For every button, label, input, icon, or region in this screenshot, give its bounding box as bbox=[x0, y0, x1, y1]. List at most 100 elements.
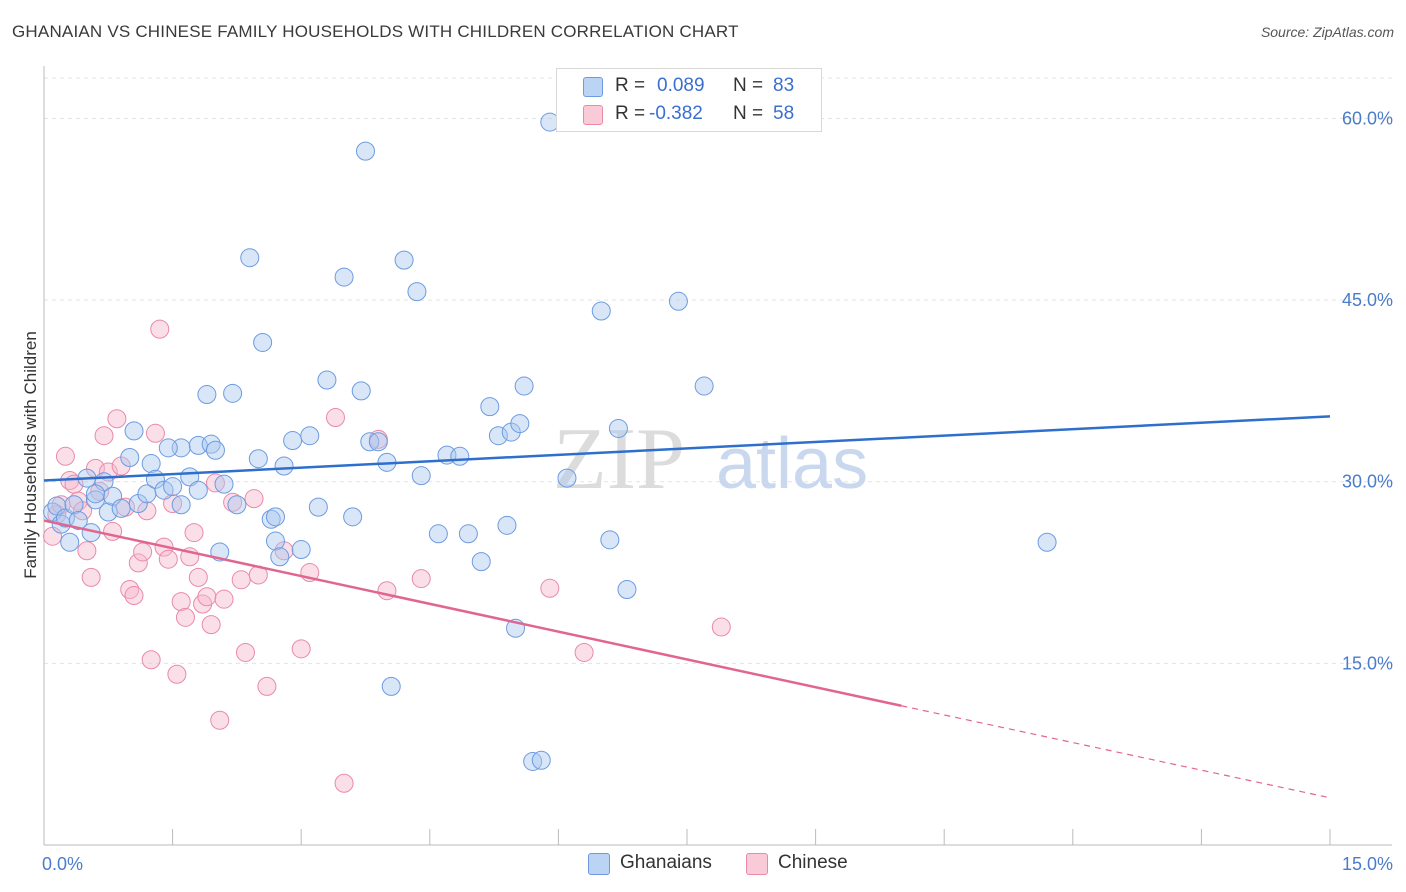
chinese-point bbox=[201, 615, 221, 635]
chinese-point bbox=[210, 710, 230, 730]
watermark-atlas: atlas bbox=[716, 424, 868, 504]
ghanaian-point bbox=[334, 267, 354, 287]
x-tick-label: 0.0% bbox=[42, 854, 83, 874]
ghanaian-point bbox=[291, 540, 311, 560]
legend-r-value: -0.382 bbox=[649, 103, 703, 124]
chinese-point bbox=[235, 642, 255, 662]
chinese-point bbox=[55, 446, 75, 466]
y-tick-label: 45.0% bbox=[1342, 290, 1393, 310]
legend-r-value: 0.089 bbox=[657, 75, 705, 96]
ghanaian-point bbox=[300, 426, 320, 446]
chinese-point bbox=[171, 592, 191, 612]
ghanaian-point bbox=[471, 552, 491, 572]
y-axis-label: Family Households with Children bbox=[21, 331, 40, 579]
ghanaian-point bbox=[188, 480, 208, 500]
chinese-point bbox=[175, 607, 195, 627]
chinese-point bbox=[411, 569, 431, 589]
ghanaian-point bbox=[600, 530, 620, 550]
legend-n-value: 83 bbox=[773, 75, 795, 96]
ghanaian-point bbox=[265, 531, 285, 551]
chinese-point bbox=[184, 523, 204, 543]
chinese-point bbox=[257, 676, 277, 696]
ghanaian-point bbox=[497, 515, 517, 535]
legend-swatch-chinese bbox=[583, 105, 603, 125]
ghanaian-point bbox=[98, 502, 118, 522]
chinese-point bbox=[145, 423, 165, 443]
ghanaian-point bbox=[317, 370, 337, 390]
ghanaian-point bbox=[458, 524, 478, 544]
ghanaian-point bbox=[265, 507, 285, 527]
chinese-point bbox=[188, 567, 208, 587]
chinese-point bbox=[291, 639, 311, 659]
chinese-point bbox=[124, 586, 144, 606]
chinese-point bbox=[133, 542, 153, 562]
chinese-point bbox=[81, 567, 101, 587]
ghanaian-point bbox=[253, 332, 273, 352]
ghanaian-point bbox=[411, 466, 431, 486]
ghanaian-point bbox=[668, 291, 688, 311]
ghanaian-point bbox=[120, 448, 140, 467]
chinese-label: Chinese bbox=[778, 852, 848, 873]
ghanaian-point bbox=[171, 495, 191, 515]
chinese-point bbox=[107, 409, 127, 429]
ghanaian-point bbox=[557, 468, 577, 488]
chinese-point bbox=[94, 426, 114, 446]
ghanaian-point bbox=[85, 484, 105, 504]
ghanaian-point bbox=[450, 446, 470, 466]
ghanaian-point bbox=[608, 418, 628, 438]
chinese-point bbox=[334, 773, 354, 793]
x-tick-labels: 0.0% 15.0% bbox=[42, 854, 1393, 874]
ghanaian-point bbox=[591, 301, 611, 321]
ghanaian-point bbox=[480, 397, 500, 417]
chinese-point bbox=[150, 319, 170, 339]
ghanaian-point bbox=[407, 282, 427, 302]
ghanaian-point bbox=[351, 381, 371, 401]
legend-n-label: N = bbox=[733, 75, 764, 96]
ghanaian-point bbox=[394, 250, 414, 270]
chinese-point bbox=[167, 664, 187, 684]
ghanaian-point bbox=[248, 449, 268, 469]
y-tick-label: 60.0% bbox=[1342, 108, 1393, 128]
chinese-trend-line bbox=[43, 519, 902, 707]
legend-n-value: 58 bbox=[773, 103, 795, 124]
ghanaian-point bbox=[223, 383, 243, 403]
ghanaian-point bbox=[308, 497, 328, 517]
ghanaian-point bbox=[141, 454, 161, 474]
source-label: Source: ZipAtlas.com bbox=[1260, 24, 1394, 40]
ghanaian-point bbox=[227, 495, 247, 515]
legend-r-label: R = bbox=[615, 103, 646, 124]
chinese-trend-extension bbox=[901, 705, 1331, 799]
ghanaian-point bbox=[68, 510, 88, 530]
y-tick-label: 30.0% bbox=[1342, 472, 1393, 492]
axes bbox=[43, 66, 1392, 846]
y-tick-labels: 15.0% 30.0% 45.0% 60.0% bbox=[1342, 108, 1393, 673]
watermark-zip: ZIP bbox=[553, 411, 685, 508]
chinese-point bbox=[158, 549, 178, 569]
y-tick-label: 15.0% bbox=[1342, 653, 1393, 673]
ghanaian-point bbox=[163, 477, 183, 497]
ghanaian-point bbox=[368, 432, 388, 452]
ghanaian-point bbox=[343, 507, 363, 527]
ghanaian-point bbox=[214, 474, 234, 494]
x-tick-label: 15.0% bbox=[1342, 854, 1393, 874]
chinese-point bbox=[244, 489, 264, 509]
chinese-point bbox=[214, 589, 234, 609]
ghanaian-point bbox=[617, 579, 637, 599]
ghanaian-point bbox=[694, 376, 714, 396]
ghanaian-point bbox=[428, 524, 448, 544]
ghanaian-point bbox=[270, 547, 290, 567]
legend-box: R = 0.089 N = 83 R = -0.382 N = 58 bbox=[556, 68, 822, 132]
chinese-point bbox=[77, 541, 97, 561]
legend-swatch-ghanaians bbox=[583, 77, 603, 97]
ghanaian-point bbox=[356, 141, 375, 161]
ghanaian-points bbox=[43, 112, 1057, 771]
chinese-point bbox=[141, 650, 161, 670]
legend-n-label: N = bbox=[733, 103, 764, 124]
ghanaian-point bbox=[124, 421, 144, 441]
ghanaians-label: Ghanaians bbox=[620, 852, 712, 873]
ghanaian-point bbox=[514, 376, 534, 396]
ghanaian-point bbox=[64, 495, 84, 515]
ghanaian-point bbox=[60, 532, 80, 552]
chinese-swatch bbox=[746, 853, 768, 875]
